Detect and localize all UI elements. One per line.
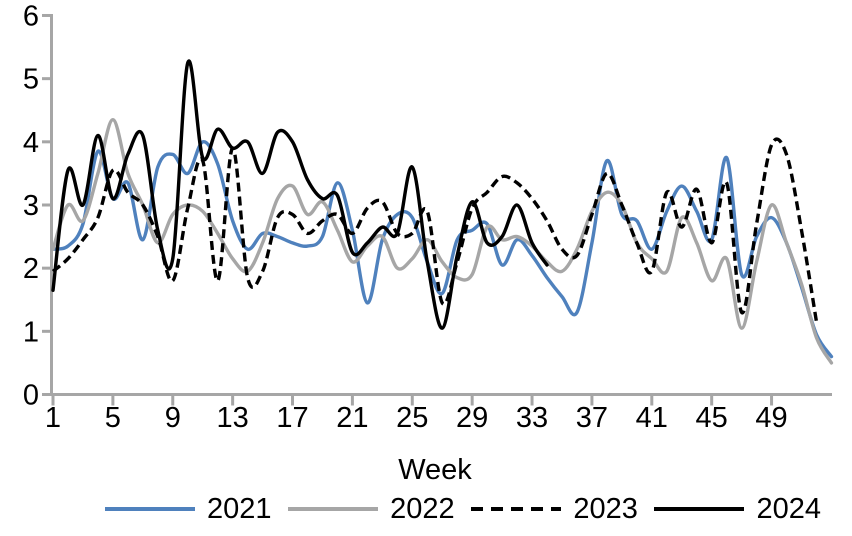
x-tick-label-49: 49 <box>755 402 787 434</box>
legend-label-2022: 2022 <box>390 492 455 525</box>
y-tick-label-4: 4 <box>23 127 39 159</box>
legend-item-2023: 2023 <box>469 493 638 526</box>
x-tick-label-25: 25 <box>396 402 428 434</box>
series-line-2022 <box>51 118 834 365</box>
legend-line-sample-2022 <box>288 507 379 511</box>
x-tick-label-21: 21 <box>336 402 368 434</box>
x-tick-label-37: 37 <box>576 402 608 434</box>
y-tick-label-3: 3 <box>23 190 39 222</box>
y-tick-label-1: 1 <box>23 316 39 348</box>
y-tick-label-6: 6 <box>23 0 39 32</box>
legend-label-2024: 2024 <box>756 492 821 525</box>
legend-item-2021: 2021 <box>103 493 272 526</box>
series-line-2021 <box>51 140 834 359</box>
x-axis-title: Week <box>398 454 472 486</box>
y-tick-label-0: 0 <box>23 380 39 412</box>
legend-line-sample-2023 <box>471 507 562 511</box>
y-tick-label-2: 2 <box>23 253 39 285</box>
legend-line-sample-2021 <box>105 507 195 511</box>
series-line-2024 <box>51 59 549 330</box>
y-tick-label-5: 5 <box>23 64 39 96</box>
legend-label-2021: 2021 <box>207 492 272 525</box>
legend: 2021 2022 2023 2024 <box>103 491 821 527</box>
series-line-2023 <box>51 137 819 323</box>
legend-line-sample-2024 <box>654 507 745 511</box>
x-tick-label-5: 5 <box>105 402 121 434</box>
x-tick-label-45: 45 <box>696 402 728 434</box>
x-tick-label-13: 13 <box>217 402 249 434</box>
x-tick-label-9: 9 <box>165 402 181 434</box>
legend-label-2023: 2023 <box>573 492 638 525</box>
x-tick-label-29: 29 <box>456 402 488 434</box>
legend-item-2022: 2022 <box>286 493 455 526</box>
x-tick-label-41: 41 <box>636 402 668 434</box>
x-tick-label-17: 17 <box>276 402 308 434</box>
legend-item-2024: 2024 <box>652 493 821 526</box>
x-tick-label-1: 1 <box>45 402 61 434</box>
x-tick-label-33: 33 <box>516 402 548 434</box>
